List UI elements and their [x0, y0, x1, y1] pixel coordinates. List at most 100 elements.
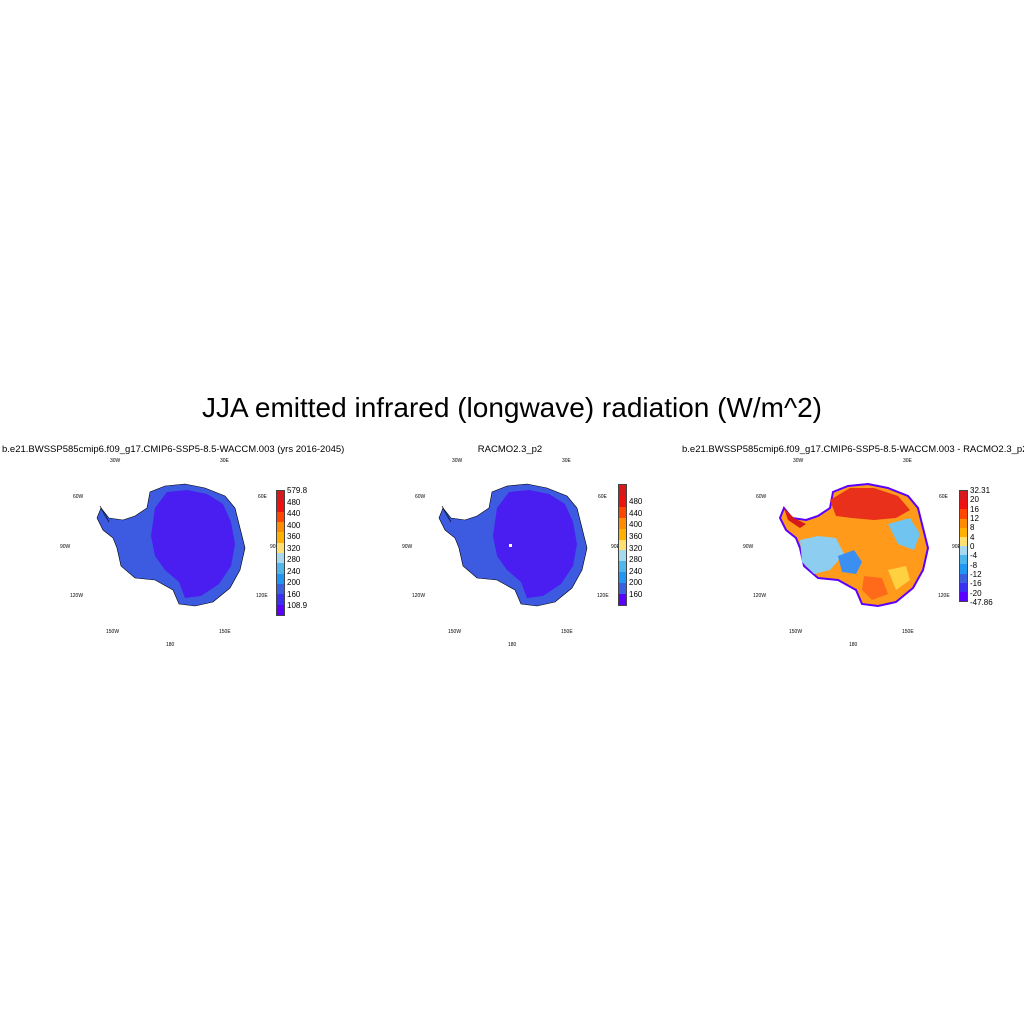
- lon-label-150e: 150E: [902, 629, 914, 635]
- colorbar-swatch: [960, 536, 967, 547]
- colorbar-tick-label: 108.9: [287, 601, 308, 610]
- colorbar-tick-label: 480: [287, 497, 301, 507]
- colorbar-tick-label: 12: [970, 514, 979, 523]
- colorbar-swatch: [619, 572, 626, 584]
- colorbar-swatch: [619, 528, 626, 540]
- colorbar-tick-label: 480: [629, 497, 643, 506]
- lon-label-90w: 90W: [402, 544, 413, 550]
- colorbar-swatch: [960, 518, 967, 528]
- colorbar-swatch: [960, 591, 967, 602]
- lon-label-90w: 90W: [743, 544, 754, 550]
- colorbar-swatch: [277, 491, 284, 502]
- colorbar-swatch: [619, 485, 626, 496]
- colorbar-tick-label: 200: [629, 578, 643, 588]
- colorbar-swatch: [960, 527, 967, 537]
- colorbar-tick-label: 200: [287, 578, 301, 587]
- colorbar-tick-label: 360: [629, 531, 643, 541]
- lon-label-90e: 90E: [952, 544, 961, 550]
- colorbar-tick-label: 16: [970, 504, 979, 514]
- colorbar-swatch: [277, 501, 284, 512]
- lon-label-120w: 120W: [753, 593, 767, 599]
- lon-label-30w: 30W: [793, 458, 804, 464]
- colorbar-tick-label: -16: [970, 579, 982, 589]
- antarctica-map-1: [96, 483, 246, 607]
- lon-label-30e: 30E: [903, 458, 912, 464]
- antarctica-map-2: [438, 483, 588, 607]
- colorbar-swatch: [960, 491, 967, 501]
- colorbar-swatch: [277, 552, 284, 564]
- colorbar-tick-label: 400: [629, 520, 643, 530]
- colorbar-swatch: [960, 573, 967, 583]
- lon-label-120e: 120E: [938, 593, 950, 599]
- main-title: JJA emitted infrared (longwave) radiatio…: [201, 392, 823, 423]
- colorbar-swatch: [277, 594, 284, 605]
- lon-label-180: 180: [166, 642, 175, 648]
- colorbar-tick-label: 360: [287, 532, 301, 541]
- colorbar-swatch: [960, 500, 967, 510]
- lon-label-30w: 30W: [452, 458, 463, 464]
- lon-label-60e: 60E: [258, 494, 267, 500]
- colorbar-tick-label: 440: [629, 508, 643, 518]
- colorbar-tick-label: 280: [629, 555, 643, 565]
- colorbar-tick-label: -20: [970, 588, 982, 598]
- colorbar-swatch: [619, 550, 626, 562]
- colorbar-swatch: [277, 583, 284, 595]
- lon-label-60e: 60E: [598, 494, 607, 500]
- colorbar-tick-label: 240: [287, 566, 301, 576]
- colorbar-swatch: [960, 564, 967, 574]
- lon-label-120e: 120E: [256, 593, 268, 599]
- continent-inner: [493, 490, 577, 598]
- panel-1-title: b.e21.BWSSP585cmip6.f09_g17.CMIP6-SSP5-8…: [2, 444, 345, 455]
- lon-label-30e: 30E: [562, 458, 571, 464]
- colorbar-swatch: [277, 532, 284, 543]
- panel-3-title: b.e21.BWSSP585cmip6.f09_g17.CMIP6-SSP5-8…: [682, 444, 1024, 455]
- lon-label-150w: 150W: [448, 629, 462, 635]
- lon-label-120w: 120W: [412, 593, 426, 599]
- colorbar-tick-label: 0: [970, 542, 975, 551]
- lon-label-60e: 60E: [939, 494, 948, 500]
- colorbar-tick-label: 440: [287, 509, 301, 518]
- lon-label-120e: 120E: [597, 593, 609, 599]
- colorbar-swatch: [619, 539, 626, 551]
- colorbar-swatch: [960, 582, 967, 592]
- lon-label-90w: 90W: [60, 544, 71, 550]
- colorbar-swatch: [619, 517, 626, 529]
- colorbar-tick-label: -12: [970, 570, 982, 579]
- lon-label-180: 180: [849, 642, 858, 648]
- colorbar-tick-label: 32.31: [970, 486, 991, 495]
- continent-inner: [151, 490, 235, 598]
- colorbar-tick-label: 20: [970, 495, 979, 505]
- colorbar-tick-label: 8: [970, 523, 975, 533]
- colorbar-swatch: [277, 542, 284, 553]
- lon-label-150e: 150E: [561, 629, 573, 635]
- colorbar-tick-label: 280: [287, 555, 301, 564]
- antarctica-map-3: [778, 482, 930, 608]
- colorbar-swatch: [960, 509, 967, 519]
- lon-label-180: 180: [508, 642, 517, 648]
- colorbar-tick-label: -47.86: [970, 598, 993, 607]
- colorbar-tick-label: 160: [629, 590, 643, 599]
- lon-label-60w: 60W: [73, 494, 84, 500]
- colorbar-swatch: [277, 563, 284, 574]
- colorbar-3: [959, 490, 968, 602]
- colorbar-2: [618, 484, 627, 606]
- lon-label-150w: 150W: [106, 629, 120, 635]
- lon-label-90e: 90E: [611, 544, 620, 550]
- colorbar-swatch: [619, 495, 626, 507]
- lon-label-30e: 30E: [220, 458, 229, 464]
- colorbar-swatch: [277, 521, 284, 533]
- colorbar-swatch: [960, 555, 967, 565]
- lon-label-150e: 150E: [219, 629, 231, 635]
- lon-label-120w: 120W: [70, 593, 84, 599]
- colorbar-1: [276, 490, 285, 616]
- colorbar-tick-label: 320: [629, 543, 643, 553]
- lon-label-30w: 30W: [110, 458, 121, 464]
- colorbar-swatch: [619, 561, 626, 573]
- colorbar-swatch: [277, 573, 284, 584]
- colorbar-swatch: [960, 546, 967, 556]
- colorbar-swatch: [619, 506, 626, 518]
- colorbar-tick-label: 400: [287, 520, 301, 530]
- colorbar-tick-label: -4: [970, 551, 978, 561]
- lon-label-60w: 60W: [415, 494, 426, 500]
- lon-label-60w: 60W: [756, 494, 767, 500]
